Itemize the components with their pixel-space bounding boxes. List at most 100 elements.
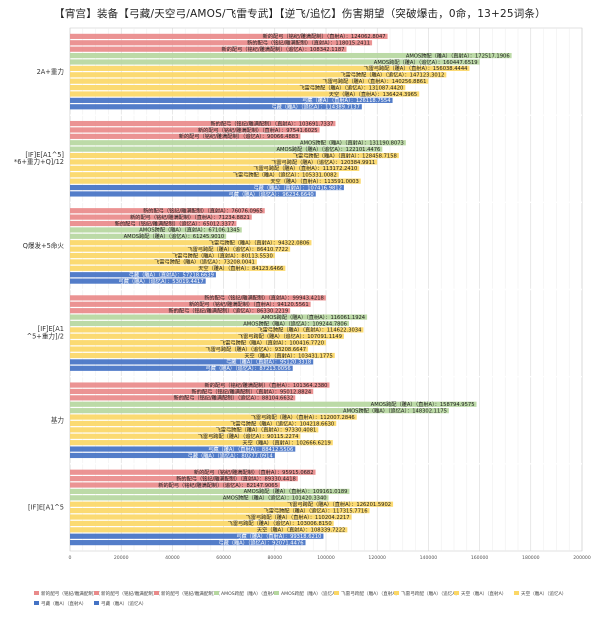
bar[interactable] [70,395,296,401]
bar-data-label: 天空（雕A）（直射A）：136424.3965 [329,90,417,98]
legend-label: 飞雷弓跨配（雕A）（直射A） [341,590,400,597]
bar[interactable] [70,214,252,220]
bar-data-label: 飞雷弓跨配（雕A）（直射A）：100416.7720 [220,338,324,346]
bar[interactable] [70,340,326,346]
bar[interactable] [70,533,324,539]
bar[interactable] [70,401,477,407]
bar-data-label: 新的配弓（铭纪/雕满配制）（直射A）：124062.8047 [263,32,386,40]
bar[interactable] [70,172,339,178]
legend-label: AMOS跨配（雕A）（直射A [221,590,276,597]
bar[interactable] [70,359,314,365]
bar-data-label: 弓藏（雕A）（直射A）：99318.6210 [236,532,321,540]
category-label: [IF]E[A1 ^5+重力]/2 [27,325,64,340]
bar[interactable] [70,246,291,252]
bar[interactable] [70,346,309,352]
bar[interactable] [70,540,306,546]
bar[interactable] [70,327,364,333]
bar[interactable] [70,488,350,495]
bar[interactable] [70,97,393,103]
legend-swatch [94,591,99,595]
category-label: Q爆发+5命火 [23,241,65,250]
bar-data-label: AMOS跨配（雕A）（直射A）：158794.9575 [371,400,475,408]
bar[interactable] [70,84,406,91]
bar[interactable] [70,59,480,65]
bar[interactable] [70,120,336,127]
bar[interactable] [70,233,227,239]
bar[interactable] [70,91,420,97]
bar-data-label: 飞雷弓跨配（雕A）（追忆A）：103006.8150 [228,519,332,527]
bar[interactable] [70,127,320,133]
legend-swatch [34,601,39,605]
bar[interactable] [70,333,344,339]
bar[interactable] [70,46,347,52]
bar[interactable] [70,140,406,146]
bar[interactable] [70,295,326,301]
bar-data-label: AMOS跨配（雕A）（直射A）：131190.8073 [300,139,404,147]
bar[interactable] [70,184,344,191]
x-tick-label: 0 [69,555,72,561]
bar[interactable] [70,72,447,78]
bar[interactable] [70,314,368,320]
bar[interactable] [70,133,301,139]
bar[interactable] [70,308,291,314]
legend-swatch [454,591,459,595]
bar[interactable] [70,514,352,520]
bar[interactable] [70,265,286,271]
bar[interactable] [70,382,330,388]
bar-data-label: 飞雷弓跨配（雕A）（直射A）：140256.8861 [322,77,426,85]
bar[interactable] [70,104,362,110]
bar-data-label: 新的配弓（铭纪/雕满配制）（直射A）：97541.6025 [198,126,318,134]
bar[interactable] [70,208,265,214]
bar[interactable] [70,220,237,227]
bar[interactable] [70,508,370,514]
bar[interactable] [70,52,512,59]
x-tick-label: 60000 [216,555,231,561]
bar[interactable] [70,352,335,359]
bar[interactable] [70,178,361,184]
bar[interactable] [70,320,350,327]
bar-data-label: AMOS跨配（雕A）（直射A）：172517.1906 [406,51,510,59]
bar[interactable] [70,152,399,159]
bar-data-label: 飞雷弓跨配（雕A）（追忆A）：104218.6630 [230,419,334,427]
bar[interactable] [70,252,275,259]
bar-data-label: 新的配弓（铭纪/雕满配制）（直射A）：95915.0682 [194,468,314,476]
legend-label: 弓藏（雕A）（直射A） [41,600,86,607]
bar-data-label: 新的配弓（铭纪/雕满配制）（直射A）：118015.2411 [247,39,370,47]
bar[interactable] [70,65,470,71]
bar[interactable] [70,469,316,475]
bar[interactable] [70,301,311,307]
bar[interactable] [70,414,357,420]
bar[interactable] [70,495,329,501]
bar[interactable] [70,476,298,482]
bar-data-label: AMOS跨配（雕A）（追忆A）：122101.4476 [276,145,380,153]
bar[interactable] [70,227,242,233]
bar[interactable] [70,440,333,446]
bar[interactable] [70,240,312,246]
bar[interactable] [70,427,319,433]
bar[interactable] [70,452,275,459]
legend-label: 飞雷弓跨配（雕A）（追忆A） [401,590,460,597]
bar[interactable] [70,365,293,371]
bar[interactable] [70,78,429,84]
bar[interactable] [70,482,280,488]
bar[interactable] [70,191,316,197]
bar[interactable] [70,520,334,527]
bar-data-label: 新的配弓（铭纪/雕满配制）（直射A）：89330.4418 [176,474,296,482]
bar[interactable] [70,446,296,452]
bar[interactable] [70,388,314,395]
bar[interactable] [70,278,206,284]
bar[interactable] [70,420,337,427]
bar[interactable] [70,501,394,507]
bar[interactable] [70,527,348,533]
bar[interactable] [70,259,257,265]
bar[interactable] [70,146,383,152]
bar[interactable] [70,33,388,39]
bar[interactable] [70,165,360,171]
bar[interactable] [70,433,301,439]
bar[interactable] [70,272,216,278]
bar[interactable] [70,408,449,414]
bar[interactable] [70,159,378,165]
x-tick-label: 40000 [165,555,180,561]
bar-data-label: 新的配弓（铭纪/雕满配制）（直射A）：101364.2380 [205,381,328,389]
bar[interactable] [70,40,373,46]
